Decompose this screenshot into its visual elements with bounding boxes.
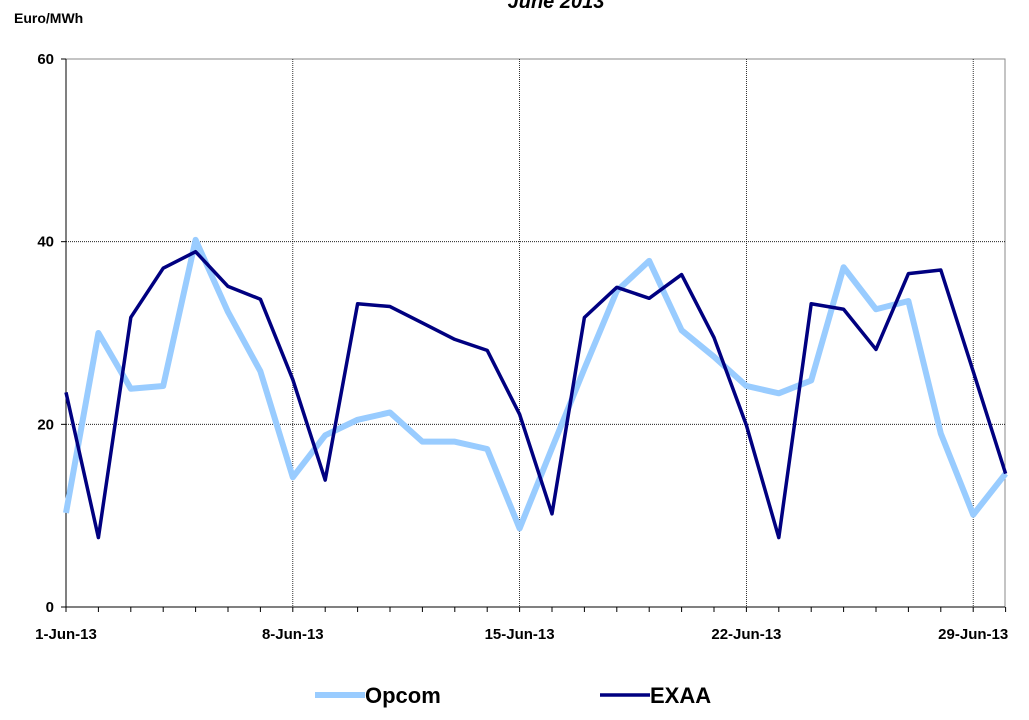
y-tick-label: 40 bbox=[37, 234, 54, 251]
legend-label: EXAA bbox=[650, 683, 711, 708]
chart-title: June 2013 bbox=[508, 0, 605, 13]
x-tick-label: 1-Jun-13 bbox=[35, 626, 97, 643]
x-tick-label: 15-Jun-13 bbox=[485, 626, 555, 643]
y-axis-label: Euro/MWh bbox=[14, 10, 83, 26]
y-tick-label: 0 bbox=[46, 599, 54, 616]
series-line bbox=[64, 249, 1008, 540]
y-tick-label: 20 bbox=[37, 416, 54, 433]
x-tick-label: 8-Jun-13 bbox=[262, 626, 324, 643]
x-tick-label: 29-Jun-13 bbox=[938, 626, 1008, 643]
series-line bbox=[63, 236, 1008, 532]
legend-label: Opcom bbox=[365, 683, 441, 708]
x-tick-label: 22-Jun-13 bbox=[711, 626, 781, 643]
y-tick-label: 60 bbox=[37, 51, 54, 68]
